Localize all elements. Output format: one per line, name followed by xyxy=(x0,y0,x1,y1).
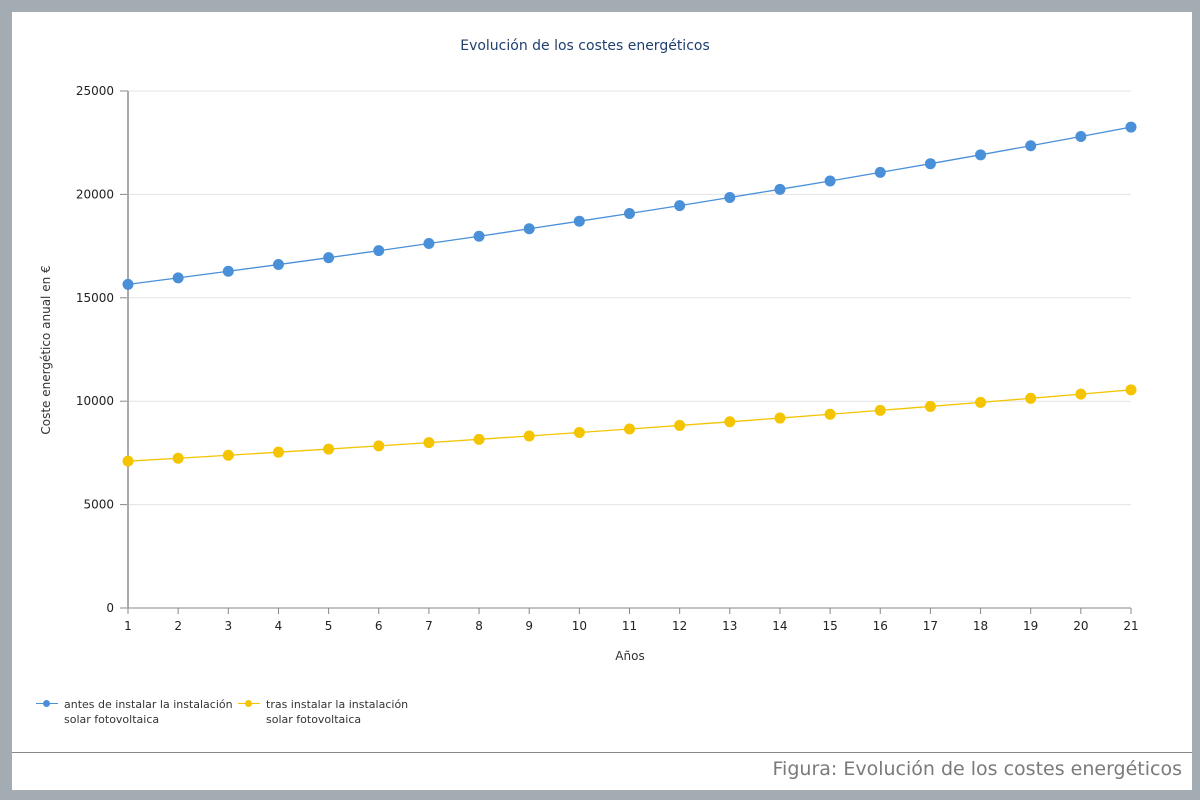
x-tick-label: 4 xyxy=(275,619,283,633)
x-tick-label: 19 xyxy=(1023,619,1038,633)
x-tick-label: 16 xyxy=(873,619,888,633)
data-point xyxy=(122,278,134,290)
x-tick-label: 6 xyxy=(375,619,383,633)
data-point xyxy=(172,272,184,284)
y-tick-label: 15000 xyxy=(76,291,114,305)
data-point xyxy=(674,200,686,212)
data-point xyxy=(373,440,385,452)
y-axis-label: Coste energético anual en € xyxy=(39,265,53,434)
data-point xyxy=(272,259,284,271)
legend-marker-icon xyxy=(36,700,58,707)
x-tick-label: 1 xyxy=(124,619,132,633)
x-tick-label: 11 xyxy=(622,619,637,633)
data-point xyxy=(1125,384,1137,396)
x-tick-label: 15 xyxy=(822,619,837,633)
data-point xyxy=(222,449,234,461)
data-point xyxy=(874,166,886,178)
data-point xyxy=(473,230,485,242)
x-tick-label: 2 xyxy=(174,619,182,633)
data-point xyxy=(323,443,335,455)
data-point xyxy=(1025,140,1037,152)
data-point xyxy=(975,396,987,408)
data-point xyxy=(724,416,736,428)
figure-caption: Figura: Evolución de los costes energéti… xyxy=(772,758,1182,780)
legend-item-after: tras instalar la instalación solar fotov… xyxy=(238,697,436,727)
data-point xyxy=(1125,121,1137,133)
data-point xyxy=(624,207,635,219)
data-point xyxy=(573,427,585,439)
data-point xyxy=(373,245,385,257)
y-tick-label: 5000 xyxy=(83,498,114,512)
x-tick-label: 17 xyxy=(923,619,938,633)
data-point xyxy=(523,430,535,442)
x-tick-label: 20 xyxy=(1073,619,1088,633)
y-tick-label: 20000 xyxy=(76,187,114,201)
x-tick-label: 8 xyxy=(475,619,483,633)
data-point xyxy=(624,423,635,435)
x-tick-label: 3 xyxy=(224,619,232,633)
x-tick-label: 21 xyxy=(1123,619,1138,633)
x-tick-label: 18 xyxy=(973,619,988,633)
y-tick-label: 10000 xyxy=(76,394,114,408)
data-point xyxy=(523,223,535,235)
data-point xyxy=(874,404,886,416)
legend-label: tras instalar la instalación solar fotov… xyxy=(266,698,409,726)
x-axis-label: Años xyxy=(615,649,644,663)
chart-title: Evolución de los costes energéticos xyxy=(460,38,710,54)
data-point xyxy=(122,455,134,467)
data-point xyxy=(1025,392,1037,404)
data-point xyxy=(724,192,736,204)
data-point xyxy=(323,252,335,264)
x-tick-label: 14 xyxy=(772,619,787,633)
caption-divider xyxy=(12,752,1192,753)
data-point xyxy=(824,175,836,187)
legend-item-before: antes de instalar la instalación solar f… xyxy=(36,697,234,727)
data-point xyxy=(423,238,435,250)
x-tick-label: 13 xyxy=(722,619,737,633)
data-point xyxy=(172,452,184,464)
data-point xyxy=(1075,130,1087,142)
data-point xyxy=(423,437,435,449)
y-tick-label: 0 xyxy=(106,601,114,615)
y-tick-label: 25000 xyxy=(76,84,114,98)
x-tick-label: 7 xyxy=(425,619,433,633)
data-point xyxy=(1075,388,1087,400)
data-point xyxy=(222,265,234,277)
data-point xyxy=(674,419,686,431)
x-tick-label: 12 xyxy=(672,619,687,633)
data-point xyxy=(774,183,786,195)
data-point xyxy=(924,158,936,170)
legend-label: antes de instalar la instalación solar f… xyxy=(64,698,233,726)
data-point xyxy=(975,149,987,161)
data-point xyxy=(824,408,836,420)
x-tick-label: 10 xyxy=(572,619,587,633)
data-point xyxy=(573,215,585,227)
x-tick-label: 9 xyxy=(525,619,533,633)
legend-marker-icon xyxy=(238,700,260,707)
data-point xyxy=(473,433,485,445)
data-point xyxy=(272,446,284,458)
data-point xyxy=(924,400,936,412)
x-tick-label: 5 xyxy=(325,619,333,633)
data-point xyxy=(774,412,786,424)
